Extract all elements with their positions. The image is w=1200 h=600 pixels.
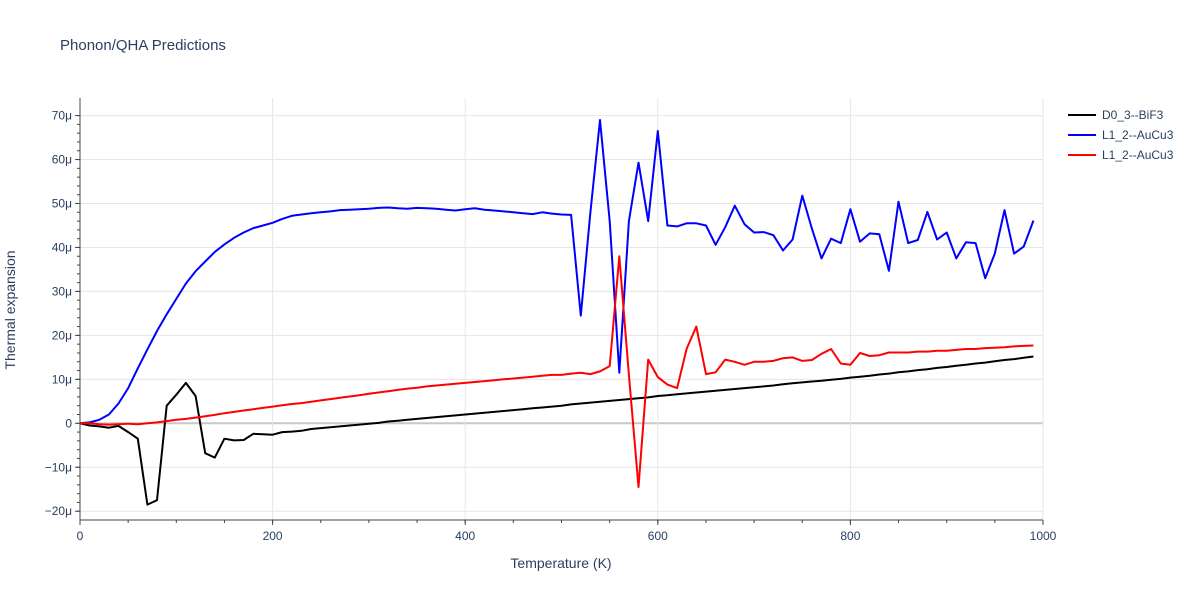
y-tick-label: 60μ: [52, 153, 72, 167]
x-tick-label: 400: [455, 529, 475, 543]
y-tick-label: 40μ: [52, 240, 72, 254]
x-axis-title: Temperature (K): [510, 555, 611, 571]
series-line: [79, 119, 1035, 425]
legend-label: L1_2--AuCu3: [1102, 148, 1174, 162]
y-tick-label: 30μ: [52, 284, 72, 298]
x-tick-label: 600: [648, 529, 668, 543]
legend-item[interactable]: L1_2--AuCu3: [1068, 148, 1174, 162]
legend-label: D0_3--BiF3: [1102, 108, 1164, 122]
series-line: [79, 355, 1034, 506]
legend-label: L1_2--AuCu3: [1102, 128, 1174, 142]
x-tick-label: 0: [77, 529, 84, 543]
series-line: [80, 255, 1034, 488]
y-tick-label: 70μ: [52, 109, 72, 123]
axes: −20μ −10μ 0 10μ 20μ 30μ 40μ 50μ 60μ 70μ 0 200 400 600…: [45, 98, 1057, 543]
legend-item[interactable]: L1_2--AuCu3: [1068, 128, 1174, 142]
y-tick-label: 20μ: [52, 328, 72, 342]
y-tick-label: 0: [65, 416, 72, 430]
y-tick-label: 10μ: [52, 372, 72, 386]
y-axis-title: Thermal expansion: [2, 250, 18, 369]
series-group: [79, 119, 1035, 506]
x-tick-label: 800: [840, 529, 860, 543]
x-tick-label: 200: [263, 529, 283, 543]
y-tick-label: −10μ: [45, 460, 72, 474]
y-tick-label: 50μ: [52, 197, 72, 211]
chart-title: Phonon/QHA Predictions: [60, 37, 226, 54]
x-tick-label: 1000: [1030, 529, 1057, 543]
legend-item[interactable]: D0_3--BiF3: [1068, 108, 1164, 122]
legend[interactable]: D0_3--BiF3 L1_2--AuCu3 L1_2--AuCu3: [1068, 108, 1174, 162]
y-tick-label: −20μ: [45, 504, 72, 518]
grid-lines: [79, 98, 1044, 520]
